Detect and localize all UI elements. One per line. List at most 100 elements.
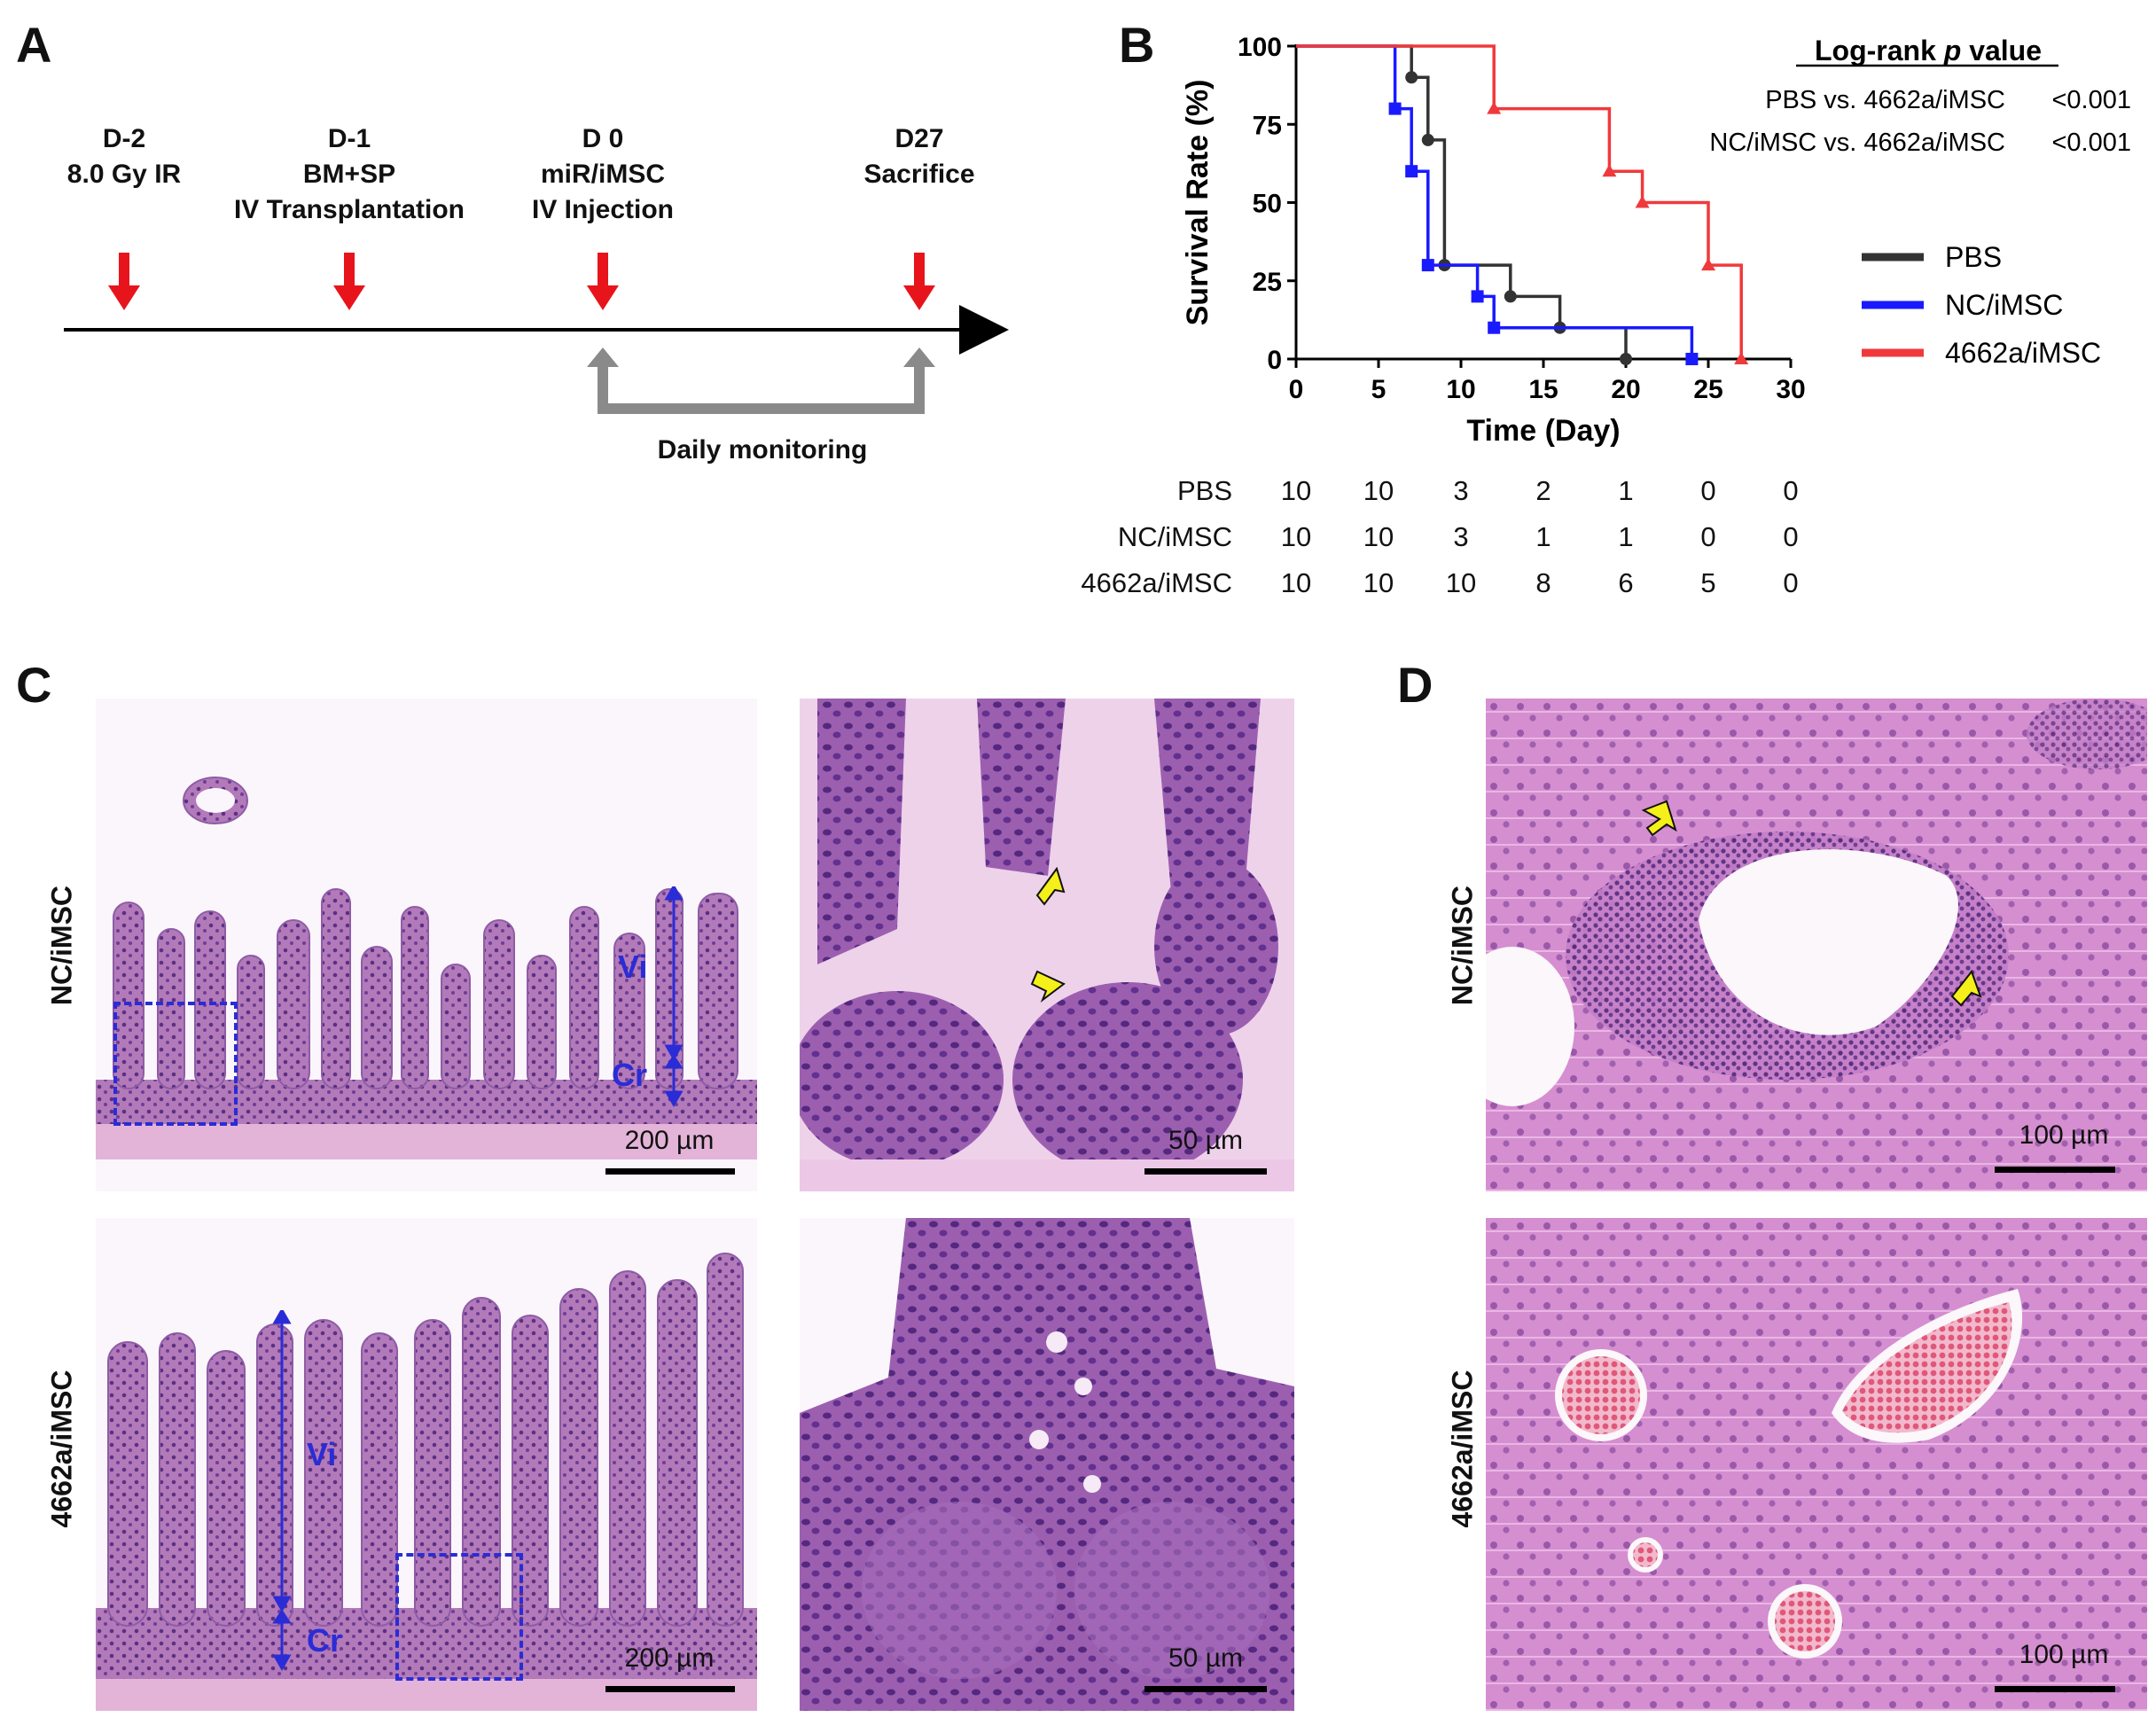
risk-cell: 10 — [1280, 521, 1312, 552]
data-point — [1504, 290, 1517, 303]
panel-a-letter: A — [16, 17, 52, 73]
intestine-4662a-image — [96, 1218, 757, 1711]
risk-cell: 10 — [1363, 567, 1394, 598]
logrank-comparison: NC/iMSC vs. 4662a/iMSC — [1709, 129, 2005, 157]
monitoring-bracket — [587, 347, 935, 414]
villus-crypt-arrows-4662a — [272, 1310, 292, 1672]
x-tick-label: 10 — [1446, 375, 1475, 404]
timeline-event-0: D-2 8.0 Gy IR — [0, 121, 266, 192]
y-tick-label: 50 — [1253, 190, 1282, 219]
x-tick-label: 15 — [1528, 375, 1558, 404]
legend-label: PBS — [1945, 241, 2002, 273]
scale-label-100-4662a: 100 µm — [2019, 1640, 2109, 1669]
intestine-nc-image — [96, 699, 757, 1191]
data-point — [1488, 321, 1501, 334]
scale-bar-200-nc — [605, 1168, 735, 1175]
x-tick-label: 30 — [1776, 375, 1805, 404]
row-label-nc-c: NC/iMSC — [45, 885, 78, 1006]
timeline-event-1: D-1 BM+SP IV Transplantation — [207, 121, 491, 228]
monitoring-label: Daily monitoring — [657, 435, 868, 464]
timeline-event-line: IV Injection — [531, 195, 675, 224]
risk-cell: 5 — [1700, 567, 1716, 598]
crypt-label-nc: Cr — [612, 1057, 648, 1093]
risk-cell: 6 — [1618, 567, 1634, 598]
risk-cell: 0 — [1783, 475, 1799, 506]
data-point — [1421, 133, 1434, 146]
data-point — [1734, 352, 1749, 364]
timeline-event-line: 8.0 Gy IR — [66, 160, 182, 189]
red-arrow-icon — [108, 253, 140, 310]
legend-label: 4662a/iMSC — [1945, 337, 2101, 369]
risk-cell: 0 — [1783, 521, 1799, 552]
panel-b-letter: B — [1119, 17, 1155, 73]
data-point — [1701, 258, 1715, 271]
data-point — [1388, 102, 1402, 115]
risk-row-label: PBS — [1176, 475, 1232, 506]
x-tick-label: 0 — [1289, 375, 1304, 404]
risk-cell: 0 — [1700, 475, 1716, 506]
risk-cell: 3 — [1453, 475, 1469, 506]
data-point — [1421, 259, 1434, 272]
timeline-event-line: D-1 — [327, 124, 371, 153]
y-tick-label: 25 — [1253, 268, 1282, 297]
intestine-nc-zoom-box — [113, 1002, 238, 1126]
risk-cell: 10 — [1280, 567, 1312, 598]
risk-row-label: 4662a/iMSC — [1081, 567, 1232, 598]
scale-label-200-nc: 200 µm — [624, 1126, 715, 1155]
scale-bar-200-4662a — [605, 1686, 735, 1692]
row-label-4662a-c: 4662a/iMSC — [45, 1370, 78, 1528]
red-arrow-icon — [587, 253, 619, 310]
villus-crypt-arrows-nc — [664, 886, 684, 1108]
risk-cell: 10 — [1363, 521, 1394, 552]
scale-bar-50-4662a — [1144, 1686, 1267, 1692]
risk-cell: 10 — [1445, 567, 1477, 598]
timeline-event-2: D 0 miR/iMSC IV Injection — [461, 121, 745, 228]
villus-label-4662a: Vi — [307, 1436, 337, 1472]
panel-d-letter: D — [1397, 657, 1433, 713]
villus-label-nc: Vi — [618, 948, 648, 985]
risk-cell: 0 — [1783, 567, 1799, 598]
data-point — [1602, 164, 1617, 177]
x-axis-label: Time (Day) — [1466, 414, 1620, 448]
red-arrow-icon — [903, 253, 935, 310]
logrank-p-value: <0.001 — [2051, 86, 2131, 114]
risk-cell: 0 — [1700, 521, 1716, 552]
logrank-title: Log-rank p value — [1815, 35, 2042, 66]
scale-label-200-4662a: 200 µm — [624, 1643, 715, 1673]
data-point — [1405, 71, 1418, 84]
risk-cell: 2 — [1535, 475, 1551, 506]
yellow-arrow-icon — [1030, 866, 1066, 1003]
liver-nc-image — [1486, 699, 2147, 1191]
logrank-p-value: <0.001 — [2051, 129, 2131, 157]
liver-4662a-image — [1486, 1218, 2147, 1711]
scale-bar-50-nc — [1144, 1168, 1267, 1175]
y-tick-label: 75 — [1253, 111, 1282, 140]
red-arrow-icon — [333, 253, 365, 310]
timeline-event-3: D27 Sacrifice — [777, 121, 1061, 192]
timeline-event-line: IV Transplantation — [233, 195, 465, 224]
timeline-event-line: BM+SP — [302, 160, 396, 189]
risk-cell: 1 — [1618, 521, 1634, 552]
y-tick-label: 100 — [1238, 33, 1282, 62]
risk-cell: 10 — [1280, 475, 1312, 506]
data-point — [1685, 353, 1699, 365]
timeline-event-line: D-2 — [102, 124, 146, 153]
data-point — [1620, 353, 1632, 365]
x-tick-label: 20 — [1611, 375, 1640, 404]
intestine-4662a-zoom-image — [800, 1218, 1294, 1711]
timeline-diagram — [64, 253, 1009, 414]
row-label-4662a-d: 4662a/iMSC — [1446, 1370, 1479, 1528]
series-line-pbs — [1296, 44, 1628, 359]
data-point — [1471, 290, 1484, 303]
intestine-nc-zoom-image — [800, 699, 1294, 1191]
timeline-event-line: Sacrifice — [863, 160, 975, 189]
logrank-comparison: PBS vs. 4662a/iMSC — [1765, 86, 2005, 114]
timeline-event-line: D27 — [894, 124, 944, 153]
yellow-arrow-icon — [1641, 800, 1982, 1007]
x-tick-label: 25 — [1693, 375, 1722, 404]
risk-cell: 10 — [1363, 475, 1394, 506]
risk-cell: 1 — [1535, 521, 1551, 552]
y-axis-label: Survival Rate (%) — [1181, 80, 1215, 326]
risk-row-label: NC/iMSC — [1117, 521, 1232, 552]
y-tick-label: 0 — [1267, 346, 1282, 375]
